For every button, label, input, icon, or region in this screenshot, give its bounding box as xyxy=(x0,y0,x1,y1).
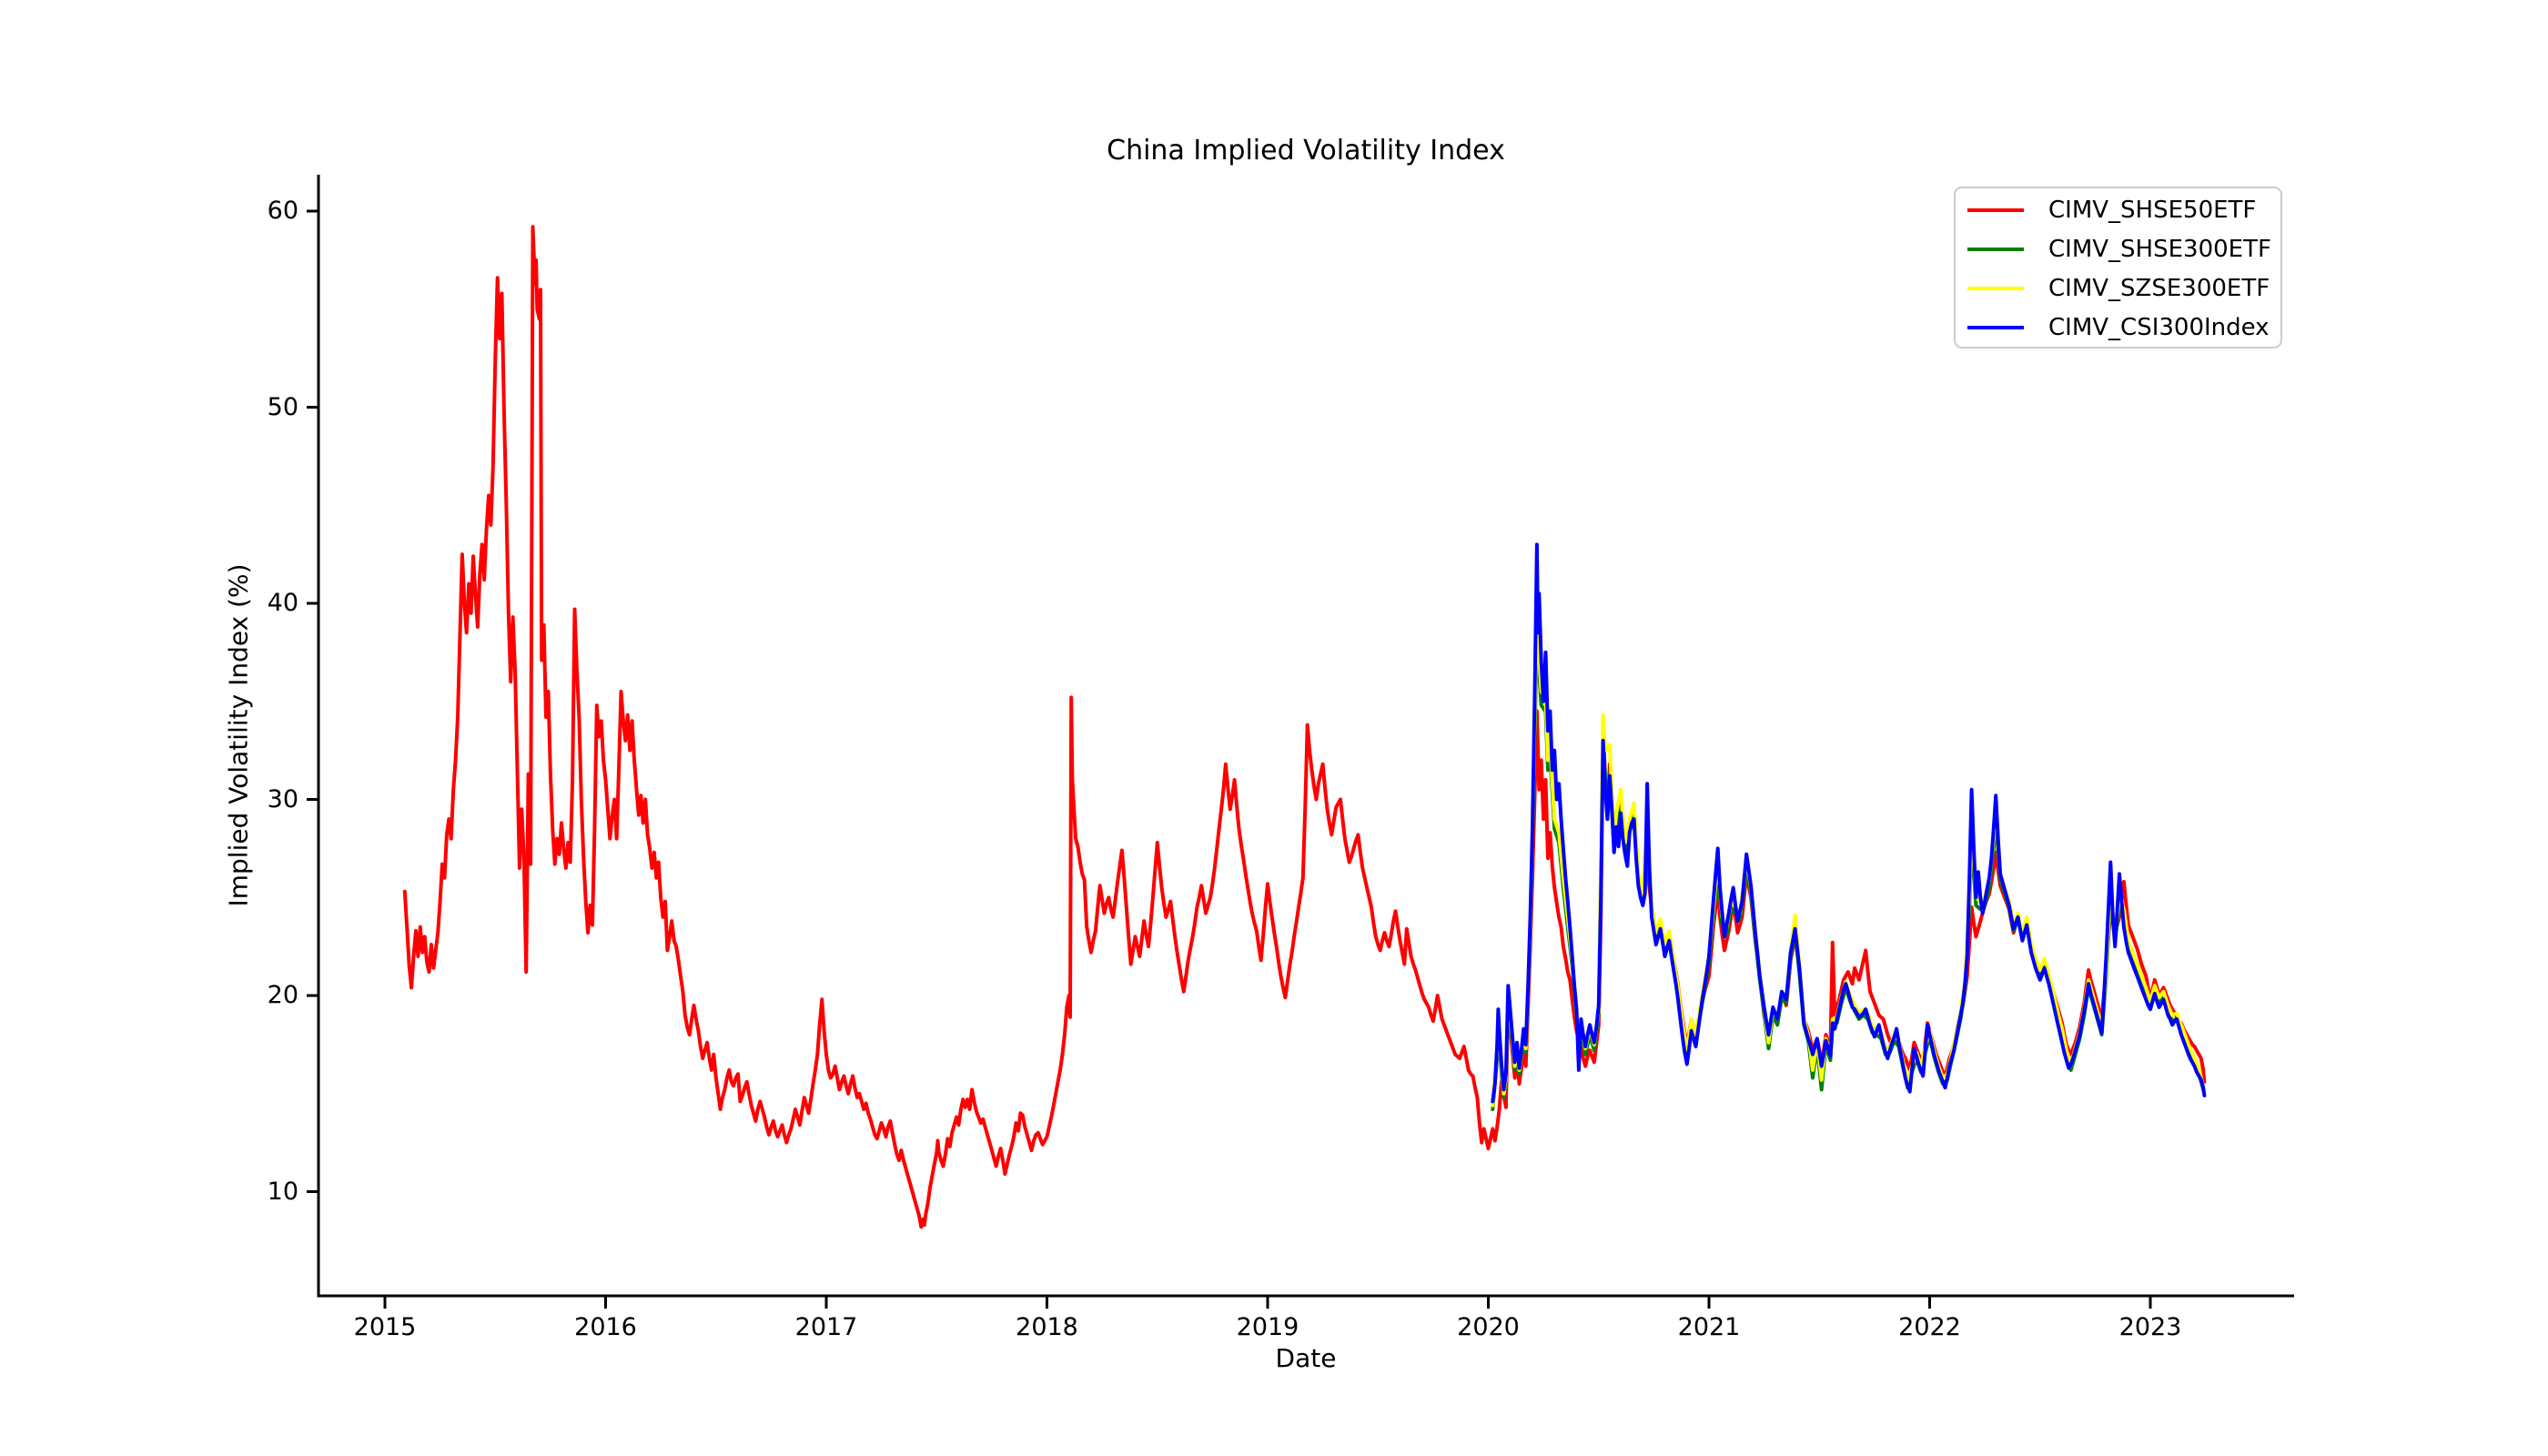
series-line-CIMV_CSI300Index xyxy=(1491,542,2207,1104)
legend: CIMV_SHSE50ETF CIMV_SHSE300ETF CIMV_SZSE… xyxy=(1954,187,2282,349)
y-tick-label: 20 xyxy=(267,981,298,1009)
x-axis-label: Date xyxy=(1275,1343,1337,1373)
x-tick-label: 2019 xyxy=(1236,1313,1299,1341)
x-tick-label: 2022 xyxy=(1898,1313,1961,1341)
x-tick-label: 2016 xyxy=(574,1313,637,1341)
legend-label: CIMV_CSI300Index xyxy=(2048,313,2270,341)
legend-line-swatch-yellow xyxy=(1967,286,2024,290)
legend-item-shse50etf: CIMV_SHSE50ETF xyxy=(1956,190,2280,229)
y-tick-label: 50 xyxy=(267,392,298,421)
legend-label: CIMV_SHSE50ETF xyxy=(2048,196,2257,224)
y-tick-label: 60 xyxy=(267,197,298,225)
legend-line-swatch-red xyxy=(1967,207,2024,212)
x-tick-label: 2018 xyxy=(1016,1313,1078,1341)
x-tick-label: 2023 xyxy=(2118,1313,2182,1341)
legend-line-swatch-green xyxy=(1967,247,2024,251)
y-tick-label: 30 xyxy=(267,784,298,814)
x-tick-label: 2015 xyxy=(353,1313,417,1341)
legend-item-csi300index: CIMV_CSI300Index xyxy=(1956,308,2280,347)
legend-item-shse300etf: CIMV_SHSE300ETF xyxy=(1956,229,2280,268)
series-line-CIMV_SHSE50ETF xyxy=(402,225,2207,1229)
legend-label: CIMV_SHSE300ETF xyxy=(2048,235,2271,263)
chart-title: China Implied Volatility Index xyxy=(1107,135,1505,167)
x-tick-label: 2017 xyxy=(794,1313,858,1341)
legend-label: CIMV_SZSE300ETF xyxy=(2048,274,2270,302)
x-tick-label: 2020 xyxy=(1457,1313,1520,1341)
y-tick-label: 10 xyxy=(267,1177,298,1206)
legend-item-szse300etf: CIMV_SZSE300ETF xyxy=(1956,268,2280,308)
y-tick-label: 40 xyxy=(267,589,298,617)
legend-line-swatch-blue xyxy=(1967,325,2024,329)
x-tick-label: 2021 xyxy=(1677,1313,1741,1341)
